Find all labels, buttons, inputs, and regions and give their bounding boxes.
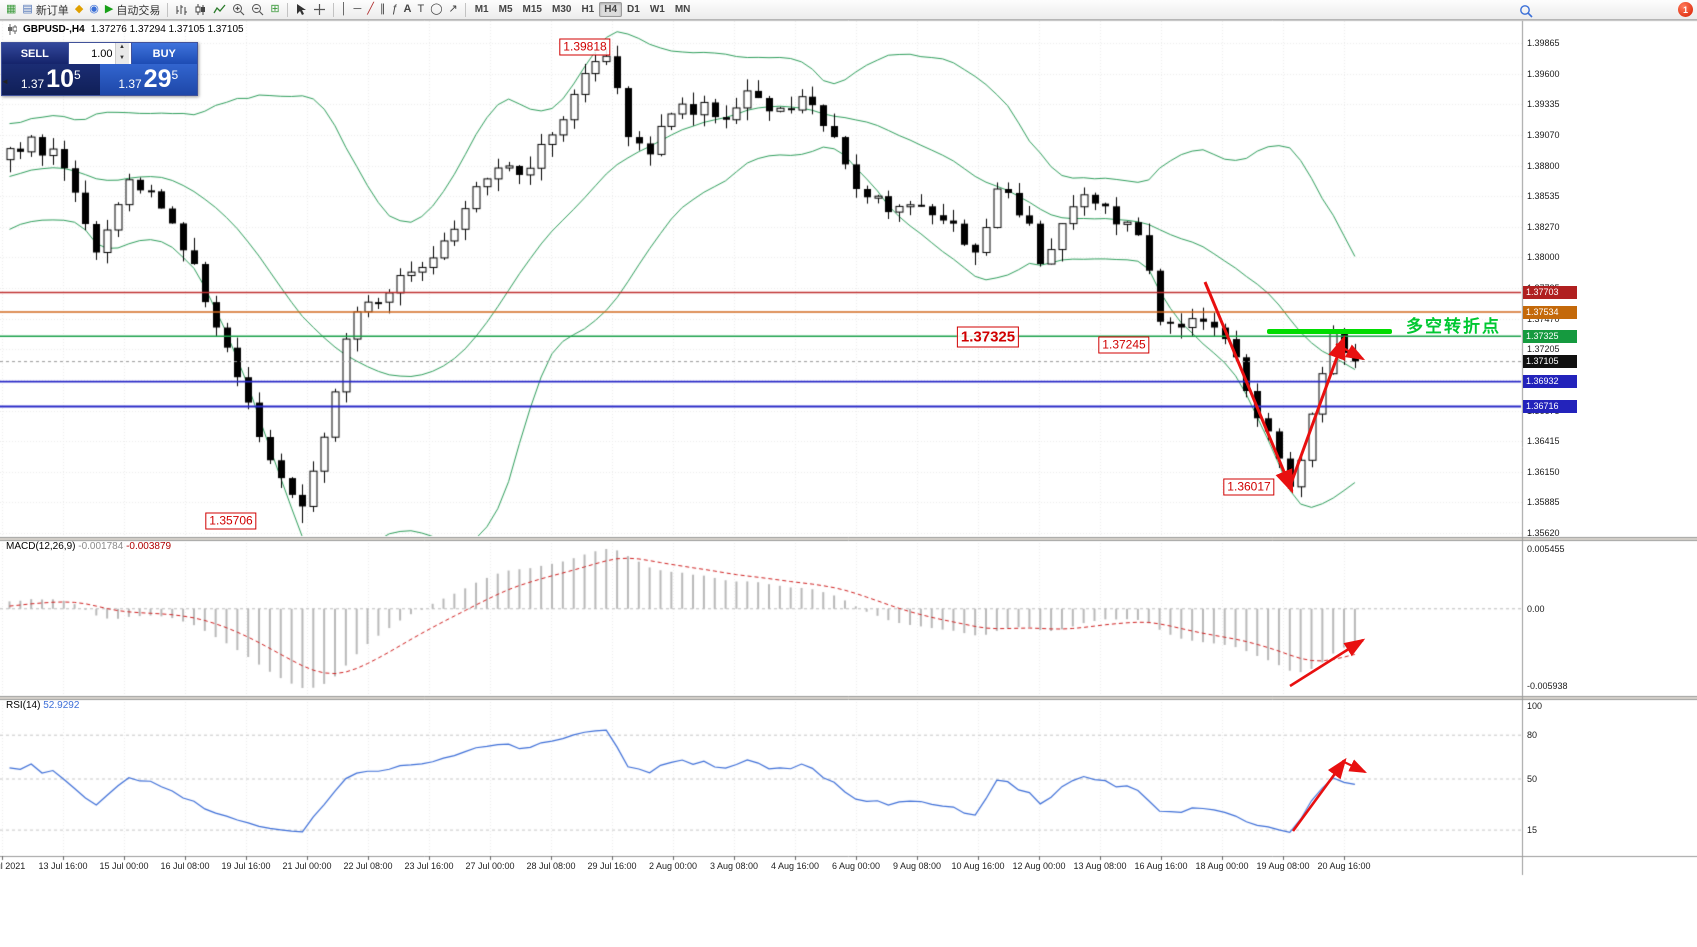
timeframe-m30[interactable]: M30: [551, 4, 572, 15]
zoom-out-button[interactable]: [248, 1, 267, 18]
symbol-ohlc: 1.37276 1.37294 1.37105 1.37105: [90, 24, 244, 35]
toolbar-separator: [167, 2, 169, 17]
macd-main-value: -0.001784: [78, 541, 124, 552]
fibonacci-tool[interactable]: ƒ: [388, 1, 400, 18]
symbol-candle-icon: [8, 24, 17, 35]
buy-button[interactable]: BUY: [131, 43, 197, 64]
sell-price-sup: 5: [73, 67, 81, 82]
buy-price-prefix: 1.37: [118, 76, 142, 91]
metaeditor-icon: ◆: [74, 3, 84, 15]
symbol-info-bar: GBPUSD-,H4 1.37276 1.37294 1.37105 1.371…: [7, 24, 244, 35]
tile-windows-icon: ⊞: [270, 3, 280, 15]
horizontal-line-icon: ─: [353, 3, 362, 15]
sell-button[interactable]: SELL: [2, 43, 68, 64]
trade-panel-collapse-arrow[interactable]: ◄: [1, 77, 9, 86]
macd-signal-value: -0.003879: [126, 541, 172, 552]
line-chart-button[interactable]: [210, 1, 229, 18]
history-center-button[interactable]: ◉: [86, 1, 102, 18]
history-center-icon: ◉: [89, 3, 99, 15]
volume-input[interactable]: [68, 43, 115, 64]
notification-badge[interactable]: 1: [1678, 2, 1693, 17]
volume-increase-button[interactable]: ▲: [115, 43, 129, 54]
new-chart-button[interactable]: ▦: [3, 1, 19, 18]
tile-windows-button[interactable]: ⊞: [267, 1, 282, 18]
line-chart-icon: [213, 4, 226, 14]
metaeditor-button[interactable]: ◆: [72, 1, 86, 18]
shapes-tool[interactable]: ◯: [427, 1, 445, 18]
zoom-in-button[interactable]: [229, 1, 248, 18]
rsi-value: 52.9292: [43, 700, 80, 711]
sell-price-big: 10: [46, 65, 74, 93]
arrow-tool-icon: ↗: [448, 3, 458, 15]
sell-price-display[interactable]: 1.37 10 5: [2, 64, 100, 95]
timeframe-w1[interactable]: W1: [649, 4, 665, 15]
timeframe-mn[interactable]: MN: [674, 4, 691, 15]
toolbar-separator: [332, 2, 334, 17]
trendline-tool[interactable]: ╱: [364, 1, 377, 18]
one-click-trade-panel: ◄ SELL ▲ ▼ BUY 1.37 10 5 1.37 29 5: [1, 42, 198, 96]
zoom-in-icon: [233, 4, 245, 16]
search-button[interactable]: [1516, 2, 1536, 19]
new-order-label: 新订单: [35, 4, 69, 17]
text-icon: A: [403, 3, 412, 15]
new-chart-icon: ▦: [6, 3, 17, 15]
candlestick-button[interactable]: [191, 1, 210, 18]
rsi-name: RSI(14): [6, 700, 41, 711]
cursor-button[interactable]: [292, 1, 310, 18]
timeframe-m15[interactable]: M15: [522, 4, 542, 15]
rsi-header: RSI(14) 52.9292: [6, 700, 79, 711]
macd-name: MACD(12,26,9): [6, 541, 76, 552]
symbol-name: GBPUSD-,H4: [23, 24, 85, 35]
shapes-icon: ◯: [430, 3, 443, 15]
macd-header: MACD(12,26,9) -0.001784 -0.003879: [6, 541, 171, 552]
label-tool[interactable]: T: [414, 1, 427, 18]
crosshair-icon: [313, 4, 325, 15]
toolbar: ▦ ▤ 新订单 ◆ ◉ ▶ 自动交易 ⊞ │ ─ ╱ ∥ ƒ A T ◯ ↗: [0, 0, 1697, 20]
buy-price-sup: 5: [171, 67, 179, 82]
toolbar-separator: [286, 2, 288, 17]
autotrading-label: 自动交易: [116, 4, 161, 17]
timeframe-d1[interactable]: D1: [627, 4, 640, 15]
timeframe-h1[interactable]: H1: [581, 4, 595, 15]
timeframe-m1[interactable]: M1: [474, 4, 489, 15]
buy-price-display[interactable]: 1.37 29 5: [99, 64, 197, 95]
channel-icon: ∥: [379, 3, 386, 15]
timeframe-m5[interactable]: M5: [498, 4, 513, 15]
sell-price-prefix: 1.37: [20, 76, 45, 91]
vertical-line-tool[interactable]: │: [338, 1, 351, 18]
new-order-icon: ▤: [22, 3, 33, 15]
label-icon: T: [417, 3, 425, 15]
search-icon: [1520, 4, 1533, 18]
buy-price-big: 29: [143, 65, 172, 93]
text-tool[interactable]: A: [401, 1, 415, 18]
bar-chart-icon: [176, 5, 188, 15]
autotrading-button[interactable]: ▶ 自动交易: [102, 1, 163, 18]
fibonacci-icon: ƒ: [391, 3, 398, 15]
arrows-tool[interactable]: ↗: [446, 1, 461, 18]
cursor-icon: [296, 4, 306, 15]
horizontal-line-tool[interactable]: ─: [350, 1, 364, 18]
trendline-icon: ╱: [367, 3, 374, 15]
timeframe-h4[interactable]: H4: [599, 2, 623, 17]
autotrading-icon: ▶: [104, 3, 114, 15]
toolbar-separator: [464, 2, 466, 17]
zoom-out-icon: [252, 4, 264, 16]
vertical-line-icon: │: [340, 3, 348, 15]
volume-decrease-button[interactable]: ▼: [115, 53, 129, 64]
bar-chart-button[interactable]: [172, 1, 191, 18]
new-order-button[interactable]: ▤ 新订单: [19, 1, 71, 18]
crosshair-button[interactable]: [310, 1, 329, 18]
candlestick-icon: [195, 4, 206, 15]
channel-tool[interactable]: ∥: [377, 1, 389, 18]
